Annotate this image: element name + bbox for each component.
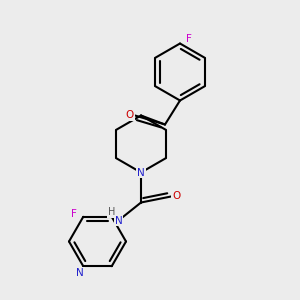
Text: N: N bbox=[137, 167, 145, 178]
Text: N: N bbox=[76, 268, 84, 278]
Text: N: N bbox=[115, 215, 122, 226]
Text: O: O bbox=[172, 191, 181, 202]
Text: O: O bbox=[125, 110, 134, 121]
Text: H: H bbox=[108, 207, 116, 217]
Text: F: F bbox=[71, 209, 77, 219]
Text: F: F bbox=[186, 34, 192, 44]
